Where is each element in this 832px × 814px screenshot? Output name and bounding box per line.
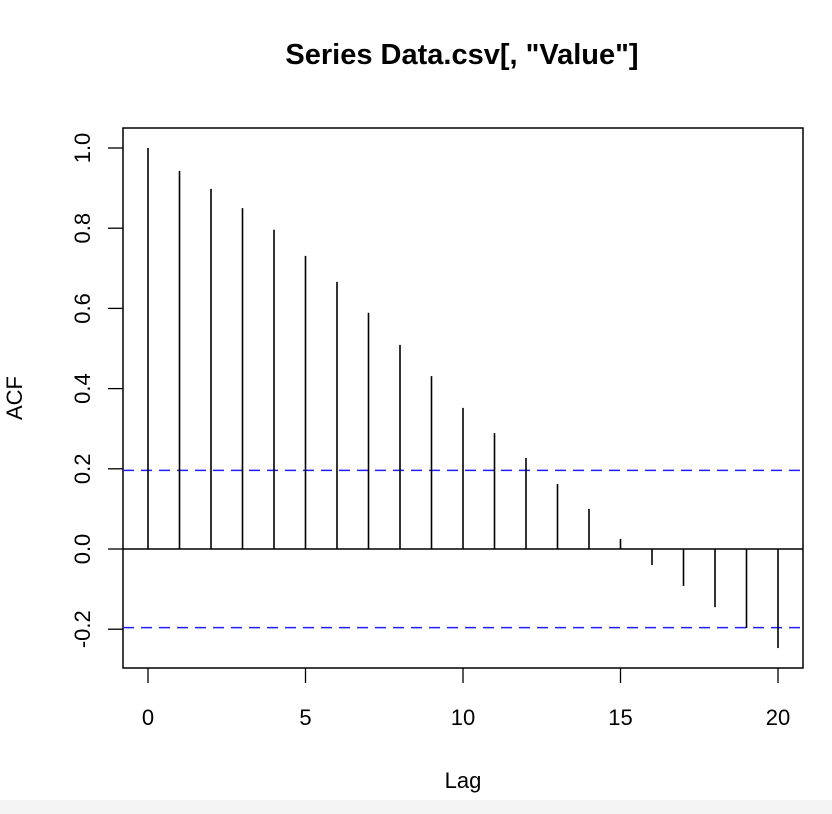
x-axis: 0 5 10 15 20 xyxy=(142,668,790,730)
y-tick-label: 0.0 xyxy=(70,534,95,565)
x-tick-label: 15 xyxy=(608,705,632,730)
y-tick-label: 0.2 xyxy=(70,454,95,485)
y-tick-label: -0.2 xyxy=(70,610,95,648)
y-tick-label: 0.8 xyxy=(70,213,95,244)
y-axis: -0.2 0.0 0.2 0.4 0.6 0.8 1.0 xyxy=(70,133,123,648)
x-tick-label: 5 xyxy=(299,705,311,730)
y-tick-label: 0.4 xyxy=(70,373,95,404)
plot-frame xyxy=(122,127,804,669)
window-bottom-edge xyxy=(0,800,832,814)
y-tick-label: 1.0 xyxy=(70,133,95,164)
x-tick-label: 20 xyxy=(766,705,790,730)
y-axis-title: ACF xyxy=(2,376,27,420)
acf-stems xyxy=(147,148,779,649)
x-axis-title: Lag xyxy=(445,768,482,793)
confidence-bound-lines xyxy=(123,469,803,629)
x-tick-label: 10 xyxy=(451,705,475,730)
chart-title: Series Data.csv[, "Value"] xyxy=(285,39,638,71)
y-tick-label: 0.6 xyxy=(70,293,95,324)
x-tick-label: 0 xyxy=(142,705,154,730)
